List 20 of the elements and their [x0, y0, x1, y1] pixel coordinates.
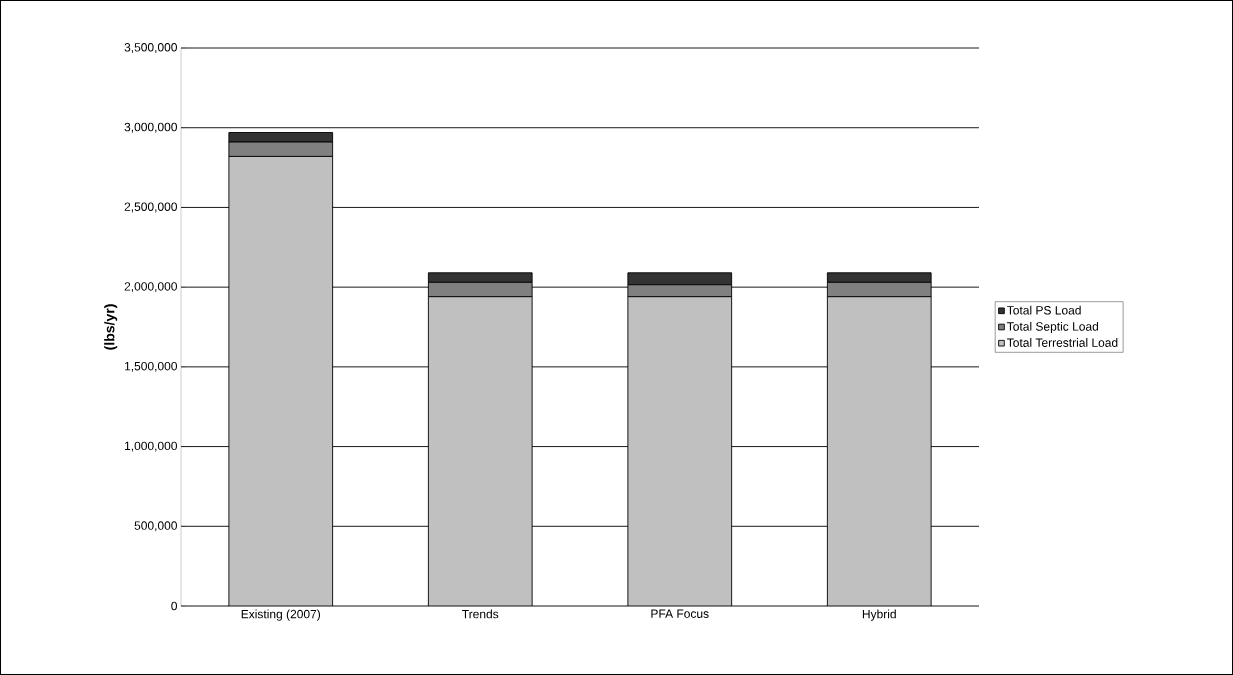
x-tick-label: Trends: [462, 609, 499, 619]
y-tick-label: 0: [171, 601, 178, 611]
y-tick-label: 1,000,000: [125, 441, 177, 452]
legend-label: Total Terrestrial Load: [1007, 338, 1118, 347]
legend-label: Total PS Load: [1007, 305, 1081, 315]
y-tick-label: 3,500,000: [124, 43, 177, 53]
x-tick-label: Hybrid: [862, 609, 896, 621]
y-tick-label: 1,500,000: [125, 361, 177, 372]
bar: [826, 296, 932, 607]
x-tick-label: Existing (2007): [241, 609, 320, 621]
y-tick-label: 3,000,000: [124, 122, 177, 133]
bar: [228, 155, 334, 607]
y-axis-title: (lbs/yr): [104, 304, 118, 350]
x-tick-label: PFA Focus: [651, 609, 709, 618]
legend-label: Total Septic Load: [1007, 321, 1099, 334]
bar: [427, 296, 533, 607]
y-tick-label: 500,000: [134, 521, 177, 532]
y-tick-label: 2,500,000: [124, 202, 177, 213]
bar: [627, 296, 733, 607]
y-tick-label: 2,000,000: [124, 282, 177, 293]
